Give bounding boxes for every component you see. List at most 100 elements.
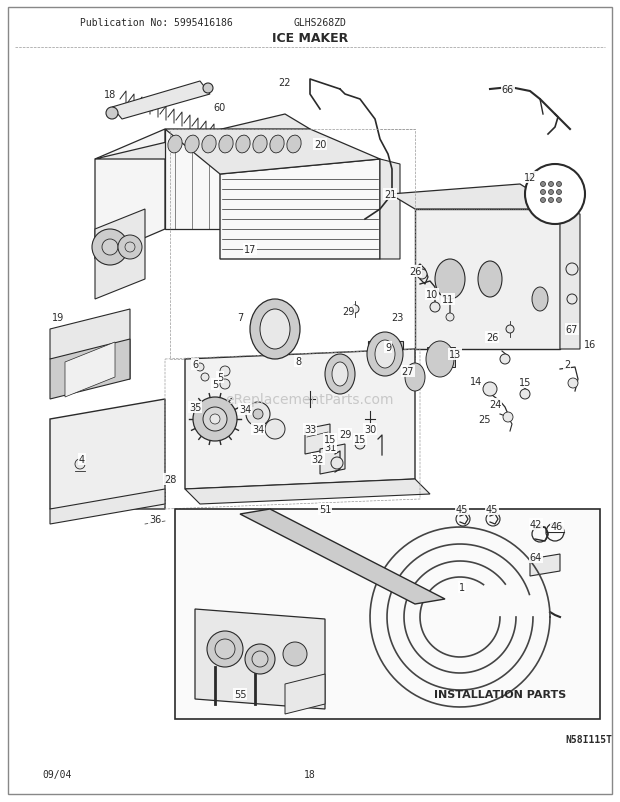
Text: N58I115T: N58I115T [565,734,612,744]
Bar [368,342,403,367]
Circle shape [557,190,562,195]
Polygon shape [185,350,415,489]
Text: 15: 15 [354,435,366,444]
Circle shape [541,198,546,203]
Circle shape [331,457,343,469]
Polygon shape [285,674,325,714]
Circle shape [196,363,204,371]
Ellipse shape [270,136,284,154]
Circle shape [125,243,135,253]
Text: 21: 21 [384,190,396,200]
Circle shape [220,367,230,376]
Text: 8: 8 [295,357,301,367]
Circle shape [201,374,209,382]
Circle shape [92,229,128,265]
Text: 66: 66 [502,85,514,95]
Circle shape [351,306,359,314]
Circle shape [246,403,270,427]
Circle shape [446,314,454,322]
Text: 42: 42 [530,520,542,529]
Polygon shape [530,554,560,577]
Circle shape [220,379,230,390]
Ellipse shape [375,341,395,369]
Text: 64: 64 [530,553,542,562]
Ellipse shape [332,363,348,387]
Polygon shape [240,509,445,604]
Polygon shape [65,342,115,398]
Text: 20: 20 [314,140,326,150]
Polygon shape [195,610,325,709]
Polygon shape [50,339,130,399]
Circle shape [207,631,243,667]
Text: 19: 19 [52,313,64,322]
Circle shape [557,198,562,203]
Ellipse shape [253,136,267,154]
Text: 18: 18 [304,769,316,779]
Text: 55: 55 [234,689,246,699]
Text: 11: 11 [442,294,454,305]
Circle shape [568,379,578,388]
Circle shape [549,182,554,187]
Text: 28: 28 [164,475,176,484]
Polygon shape [165,130,380,175]
Ellipse shape [236,136,250,154]
Polygon shape [165,130,310,229]
Ellipse shape [405,363,425,391]
Text: 30: 30 [364,424,376,435]
Text: 24: 24 [489,399,501,410]
Polygon shape [220,160,380,260]
Circle shape [500,354,510,365]
Text: 25: 25 [479,415,491,424]
Circle shape [557,182,562,187]
Text: 7: 7 [237,313,243,322]
Text: 67: 67 [566,325,578,334]
Circle shape [549,190,554,195]
Text: 14: 14 [470,376,482,387]
Ellipse shape [426,342,454,378]
Polygon shape [95,130,165,260]
Text: 51: 51 [319,504,331,514]
Polygon shape [185,480,430,504]
Text: 09/04: 09/04 [42,769,71,779]
Text: 26: 26 [409,267,421,277]
Polygon shape [50,489,165,525]
Text: 26: 26 [486,333,498,342]
Polygon shape [50,310,130,379]
Circle shape [203,407,227,431]
Text: 35: 35 [189,403,201,412]
Text: 18: 18 [104,90,116,100]
Ellipse shape [478,261,502,298]
Text: 31: 31 [324,443,336,452]
Ellipse shape [367,333,403,376]
Polygon shape [415,210,560,350]
Ellipse shape [202,136,216,154]
Text: 13: 13 [449,350,461,359]
Bar [325,362,355,383]
Text: 33: 33 [304,424,316,435]
Text: 5: 5 [217,373,223,383]
Ellipse shape [250,300,300,359]
Circle shape [252,651,268,667]
Polygon shape [95,210,145,300]
Ellipse shape [168,136,182,154]
Text: 29: 29 [339,429,351,439]
Circle shape [210,415,220,424]
Circle shape [506,326,514,334]
Text: 9: 9 [385,342,391,353]
Ellipse shape [260,310,290,350]
Ellipse shape [435,260,465,300]
Text: 1: 1 [459,582,465,592]
Circle shape [566,264,578,276]
Circle shape [118,236,142,260]
Circle shape [483,383,497,396]
Circle shape [541,190,546,195]
Circle shape [106,107,118,119]
Bar [175,509,600,719]
Text: 45: 45 [456,504,468,514]
Text: GLHS268ZD: GLHS268ZD [293,18,347,28]
Circle shape [520,390,530,399]
Text: 6: 6 [192,359,198,370]
Circle shape [283,642,307,666]
Polygon shape [112,82,210,119]
Circle shape [203,84,213,94]
